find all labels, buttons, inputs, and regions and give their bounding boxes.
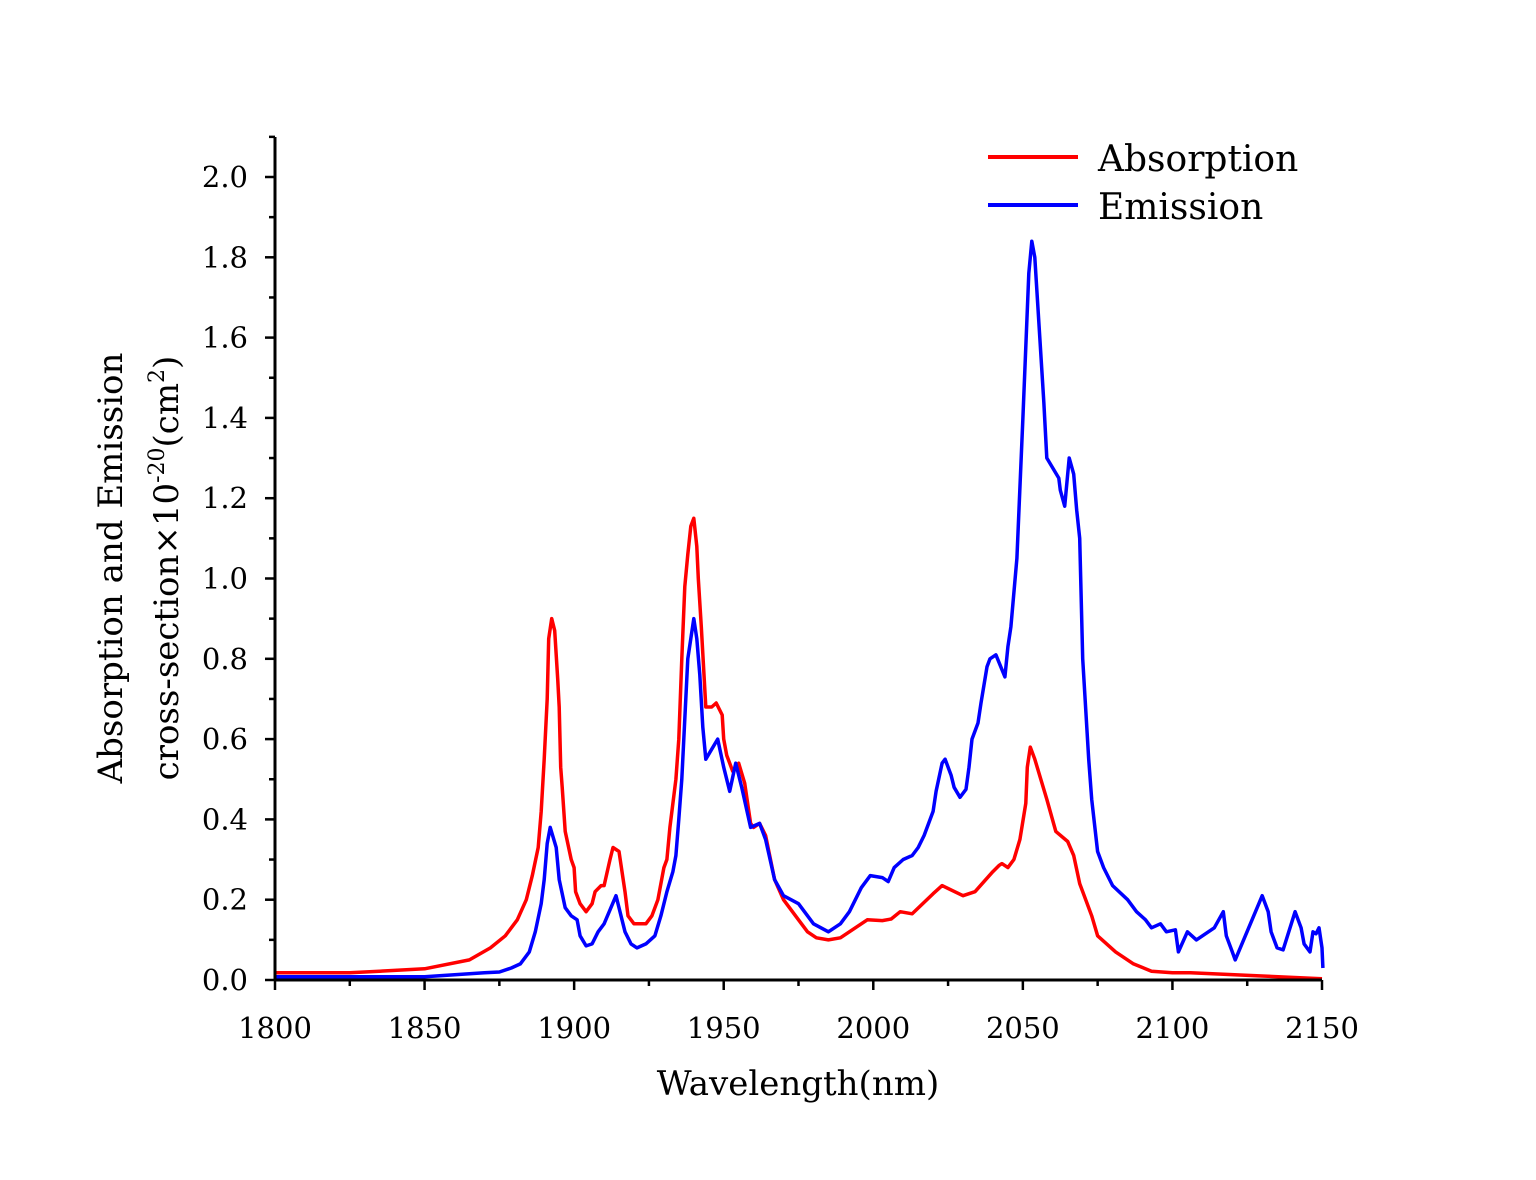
legend-label-absorption: Absorption	[1097, 139, 1298, 180]
axes: 1800 1850 1900 1950 2000 2050 2100 2150 0.0 0.2 0.…	[202, 135, 1359, 1045]
y-axis-label: Absorption and Emission cross-section×10…	[91, 353, 187, 785]
y-tick-label: 1.8	[202, 240, 248, 274]
y-tick-label: 1.0	[202, 562, 248, 596]
x-tick-label: 2100	[1136, 1011, 1210, 1045]
y-tick-label: 0.2	[202, 883, 248, 917]
y-axis-label-line1: Absorption and Emission	[91, 353, 131, 785]
x-axis-label: Wavelength(nm)	[657, 1064, 939, 1104]
y-tick-label: 0.4	[202, 802, 248, 836]
x-tick-label: 1900	[537, 1011, 611, 1045]
y-tick-label: 0.6	[202, 722, 248, 756]
x-tick-label: 1950	[687, 1011, 761, 1045]
y-axis-label-line2: cross-section×10-20(cm2)	[145, 356, 187, 781]
series-line-emission	[275, 239, 1325, 979]
y-tick-label: 0.8	[202, 642, 248, 676]
x-tick-label: 2000	[836, 1011, 910, 1045]
x-tick-label: 2150	[1285, 1011, 1359, 1045]
legend-label-emission: Emission	[1098, 187, 1263, 228]
y-tick-label: 1.4	[202, 401, 248, 435]
y-tick-label: 1.6	[202, 321, 248, 355]
legend: Absorption Emission	[988, 139, 1298, 228]
series-line-absorption	[275, 516, 1323, 981]
y-tick-label: 0.0	[202, 963, 248, 997]
y-tick-label: 1.2	[202, 481, 248, 515]
x-tick-label: 1800	[238, 1011, 312, 1045]
y-tick-label: 2.0	[202, 160, 248, 194]
x-tick-label: 1850	[388, 1011, 462, 1045]
x-tick-label: 2050	[986, 1011, 1060, 1045]
series-layer	[275, 239, 1325, 981]
